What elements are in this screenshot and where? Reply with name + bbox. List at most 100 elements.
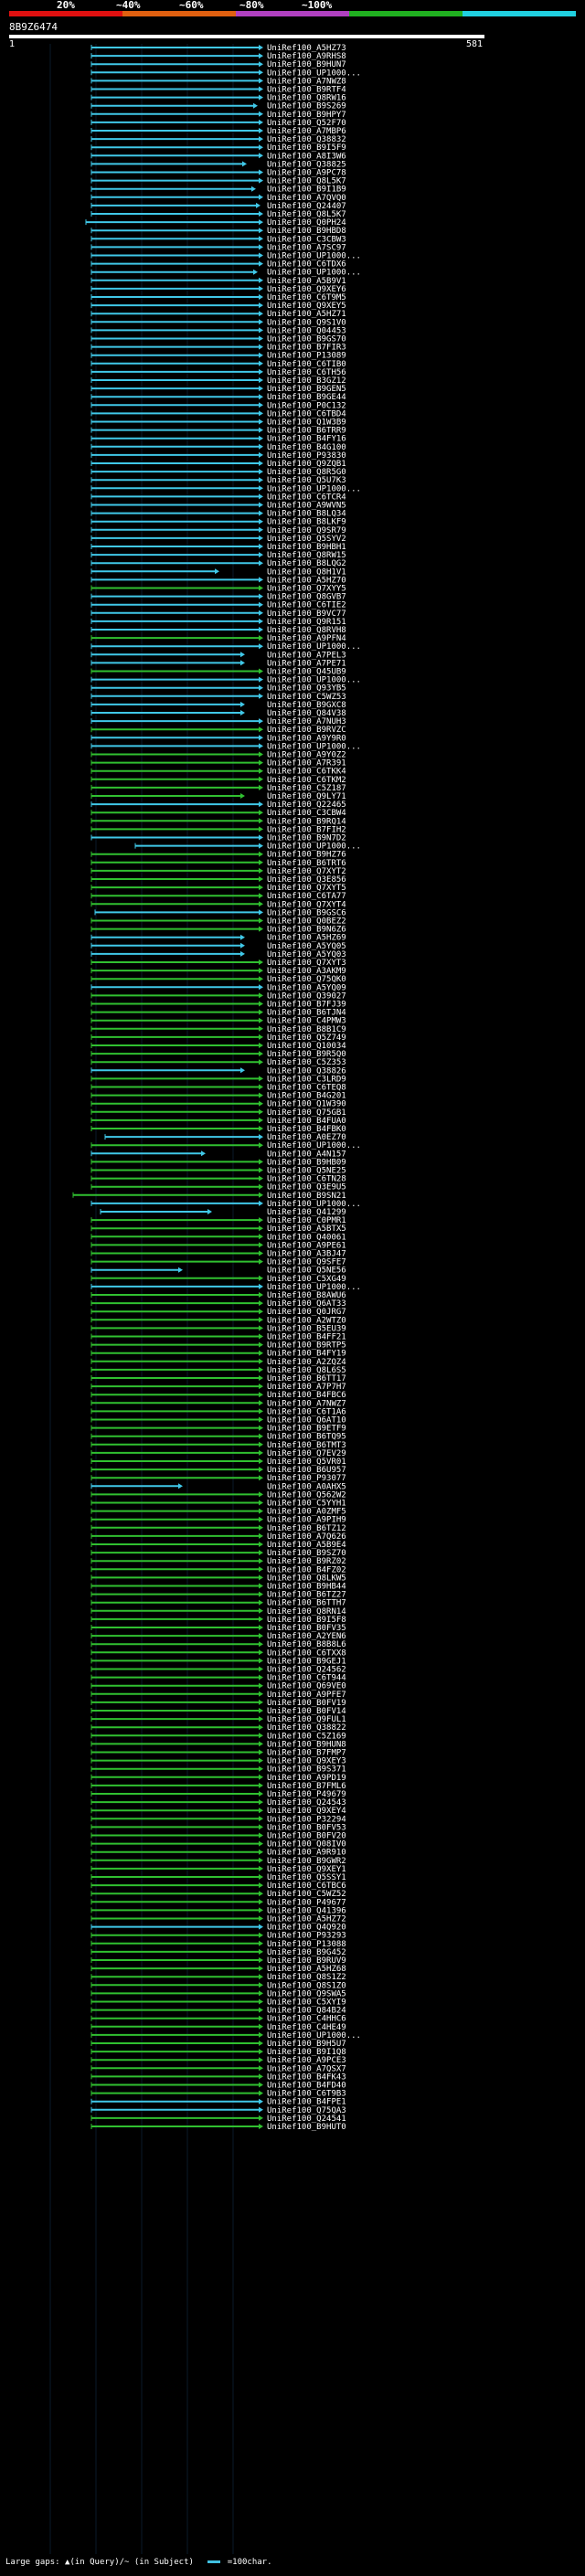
hit-row[interactable]: UniRef100_Q4Q920 <box>90 1924 346 1933</box>
hit-row[interactable]: UniRef100_B9HB09 <box>90 1158 346 1167</box>
hit-row[interactable]: UniRef100_Q75QK0 <box>90 975 346 984</box>
hit-row[interactable]: UniRef100_C6TIE2 <box>90 601 346 610</box>
hit-link[interactable]: UniRef100_C3LRD9 <box>267 1075 346 1084</box>
hit-row[interactable]: UniRef100_Q8L5K7 <box>90 210 346 219</box>
hit-row[interactable]: UniRef100_B4FD40 <box>90 2082 346 2091</box>
hit-link[interactable]: UniRef100_B9SZ70 <box>267 1549 346 1558</box>
hit-row[interactable]: UniRef100_B4G201 <box>90 1092 346 1101</box>
hit-row[interactable]: UniRef100_A7NWZ7 <box>90 1399 346 1408</box>
hit-link[interactable]: UniRef100_B9HZ76 <box>267 851 346 860</box>
hit-row[interactable]: UniRef100_Q5Z749 <box>90 1034 346 1043</box>
hit-link[interactable]: UniRef100_Q10034 <box>267 1042 346 1051</box>
hit-row[interactable]: UniRef100_B9RZ02 <box>90 1557 346 1566</box>
hit-link[interactable]: UniRef100_P0C132 <box>267 401 346 410</box>
hit-link[interactable]: UniRef100_Q8L5K7 <box>267 177 346 186</box>
hit-link[interactable]: UniRef100_Q22465 <box>267 800 346 810</box>
hit-link[interactable]: UniRef100_A8I3W6 <box>267 152 346 161</box>
hit-row[interactable]: UniRef100_B6TMT3 <box>90 1441 346 1450</box>
hit-row[interactable]: UniRef100_A2ZQZ4 <box>90 1358 346 1367</box>
hit-row[interactable]: UniRef100_B9I5F9 <box>90 143 346 153</box>
hit-row[interactable]: UniRef100_Q7XYT3 <box>90 959 346 968</box>
hit-link[interactable]: UniRef100_B7FIH2 <box>267 825 346 834</box>
hit-row[interactable]: UniRef100_Q9S1V0 <box>90 318 346 327</box>
hit-link[interactable]: UniRef100_P32294 <box>267 1815 346 1824</box>
hit-link[interactable]: UniRef100_B9VC77 <box>267 610 346 619</box>
hit-row[interactable]: UniRef100_A9R910 <box>90 1849 346 1858</box>
hit-link[interactable]: UniRef100_Q0JRG7 <box>267 1308 346 1317</box>
hit-row[interactable]: UniRef100_B4FK43 <box>90 2072 346 2082</box>
hit-row[interactable]: UniRef100_P13088 <box>90 1940 346 1949</box>
hit-row[interactable]: UniRef100_B4FF21 <box>90 1333 346 1342</box>
hit-row[interactable]: UniRef100_A5B9V1 <box>90 277 346 286</box>
hit-row[interactable]: UniRef100_UP1000... <box>90 69 361 78</box>
hit-row[interactable]: UniRef100_A7QVQ0 <box>90 194 346 203</box>
hit-link[interactable]: UniRef100_B4FD40 <box>267 2082 346 2091</box>
hit-link[interactable]: UniRef100_UP1000... <box>267 484 361 493</box>
hit-row[interactable]: UniRef100_B9I1B9 <box>90 186 346 195</box>
hit-row[interactable]: UniRef100_A9PCE3 <box>90 2056 346 2065</box>
hit-link[interactable]: UniRef100_A7NWZ8 <box>267 77 346 86</box>
hit-row[interactable]: UniRef100_Q5SYV2 <box>90 535 346 544</box>
hit-row[interactable]: UniRef100_B4FPE1 <box>90 2098 346 2107</box>
hit-link[interactable]: UniRef100_Q45UB9 <box>267 668 346 677</box>
hit-row[interactable]: UniRef100_A7R391 <box>90 759 346 769</box>
hit-link[interactable]: UniRef100_Q8H1V1 <box>267 567 346 577</box>
hit-link[interactable]: UniRef100_A3BJ47 <box>267 1250 346 1259</box>
hit-row[interactable]: UniRef100_Q9R151 <box>90 618 346 627</box>
hit-row[interactable]: UniRef100_B6TT17 <box>90 1374 346 1383</box>
hit-link[interactable]: UniRef100_Q8GVB7 <box>267 593 346 602</box>
hit-row[interactable]: UniRef100_A9Y9R0 <box>90 734 346 743</box>
hit-link[interactable]: UniRef100_C6T944 <box>267 1674 346 1683</box>
hit-link[interactable]: UniRef100_Q5Z749 <box>267 1034 346 1043</box>
hit-link[interactable]: UniRef100_B9N6Z6 <box>267 926 346 935</box>
hit-row[interactable]: UniRef100_Q5U7K3 <box>90 476 346 485</box>
hit-link[interactable]: UniRef100_Q5NE56 <box>267 1267 346 1276</box>
hit-link[interactable]: UniRef100_B8LQG2 <box>267 559 346 568</box>
hit-link[interactable]: UniRef100_B9I1Q8 <box>267 2048 346 2057</box>
hit-row[interactable]: UniRef100_Q5NE56 <box>90 1267 346 1276</box>
hit-link[interactable]: UniRef100_Q7XYT3 <box>267 959 346 968</box>
hit-link[interactable]: UniRef100_B9ETF9 <box>267 1425 346 1434</box>
hit-link[interactable]: UniRef100_UP1000... <box>267 642 361 652</box>
hit-row[interactable]: UniRef100_P13089 <box>90 352 346 361</box>
hit-link[interactable]: UniRef100_A9PFE7 <box>267 1691 346 1700</box>
hit-row[interactable]: UniRef100_B4FY16 <box>90 435 346 444</box>
hit-link[interactable]: UniRef100_Q41396 <box>267 1906 346 1915</box>
hit-row[interactable]: UniRef100_Q8R5G0 <box>90 468 346 477</box>
hit-row[interactable]: UniRef100_A2YEN6 <box>90 1632 346 1641</box>
hit-row[interactable]: UniRef100_Q93YB5 <box>90 684 346 694</box>
hit-row[interactable]: UniRef100_UP1000... <box>90 484 361 493</box>
hit-row[interactable]: UniRef100_B7FJ39 <box>90 1001 346 1010</box>
hit-row[interactable]: UniRef100_C6TBC6 <box>90 1882 346 1891</box>
hit-row[interactable]: UniRef100_Q7XYT4 <box>90 900 346 909</box>
hit-row[interactable]: UniRef100_A9PFN4 <box>90 634 346 643</box>
hit-row[interactable]: UniRef100_Q9FUL1 <box>90 1715 346 1724</box>
hit-link[interactable]: UniRef100_C5WZ53 <box>267 693 346 702</box>
hit-row[interactable]: UniRef100_Q1W390 <box>90 1100 346 1109</box>
hit-row[interactable]: UniRef100_B9RTF4 <box>90 86 346 95</box>
hit-row[interactable]: UniRef100_Q24407 <box>90 202 346 211</box>
hit-row[interactable]: UniRef100_A7P7H7 <box>90 1383 346 1392</box>
hit-link[interactable]: UniRef100_A5BTX5 <box>267 1224 346 1234</box>
hit-row[interactable]: UniRef100_B9RQ14 <box>90 817 346 826</box>
hit-link[interactable]: UniRef100_C0PMR1 <box>267 1216 346 1225</box>
hit-link[interactable]: UniRef100_C5Z353 <box>267 1058 346 1067</box>
hit-row[interactable]: UniRef100_A5HZ72 <box>90 1915 346 1924</box>
hit-row[interactable]: UniRef100_B0FV53 <box>90 1823 346 1832</box>
hit-link[interactable]: UniRef100_P49677 <box>267 1898 346 1907</box>
hit-row[interactable]: UniRef100_A0EZ70 <box>104 1133 346 1142</box>
hit-link[interactable]: UniRef100_C6T9M5 <box>267 293 346 302</box>
hit-row[interactable]: UniRef100_Q38825 <box>90 160 346 169</box>
hit-row[interactable]: UniRef100_B0FV35 <box>90 1624 346 1633</box>
hit-link[interactable]: UniRef100_Q5VR01 <box>267 1458 346 1467</box>
hit-link[interactable]: UniRef100_Q24543 <box>267 1798 346 1807</box>
hit-row[interactable]: UniRef100_UP1000... <box>90 676 361 685</box>
hit-row[interactable]: UniRef100_A5HZ73 <box>90 44 346 53</box>
hit-row[interactable]: UniRef100_P32294 <box>90 1815 346 1824</box>
hit-row[interactable]: UniRef100_Q38822 <box>90 1723 346 1733</box>
hit-row[interactable]: UniRef100_Q10034 <box>90 1042 346 1051</box>
hit-row[interactable]: UniRef100_B9ETF9 <box>90 1425 346 1434</box>
hit-row[interactable]: UniRef100_B3GZ12 <box>90 376 346 386</box>
hit-link[interactable]: UniRef100_A4N157 <box>267 1150 346 1159</box>
hit-link[interactable]: UniRef100_B4FPE1 <box>267 2098 346 2107</box>
